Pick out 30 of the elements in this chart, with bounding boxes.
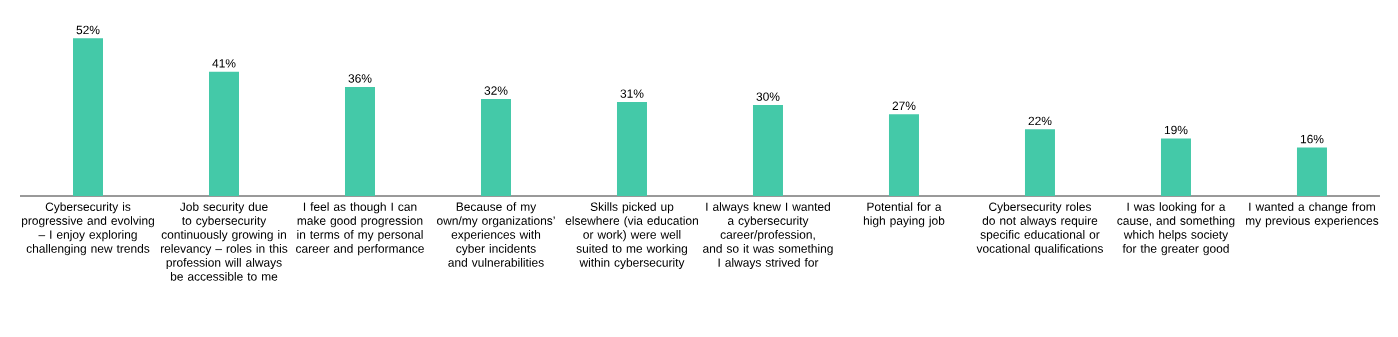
data-label: 31% — [620, 89, 644, 98]
bar — [1160, 138, 1191, 196]
x-tick-label: Because of my own/my organizations’ experiences with cyber incidents and vulnerabilities — [437, 202, 555, 267]
data-label: 41% — [212, 59, 236, 68]
data-label: 19% — [1164, 125, 1188, 135]
x-tick-label: Job security due to cybersecurity continuously growing in relevancy – roles in this profession will always be accessible to me — [161, 202, 288, 281]
bar — [480, 99, 511, 196]
data-label: 32% — [484, 86, 508, 95]
x-tick-label: I was looking for a cause, and something which helps society for the greater good — [1117, 202, 1235, 256]
bar — [1024, 129, 1055, 196]
x-tick-label: I wanted a change from my previous experiences — [1245, 202, 1379, 228]
x-tick-label: Cybersecurity is progressive and evolving – I enjoy exploring challenging new trends — [21, 202, 154, 256]
x-tick-label: Skills picked up elsewhere (via education or work) were well suited to me working within cybersecurity — [565, 202, 698, 270]
bar — [1296, 147, 1327, 196]
data-label: 16% — [1300, 134, 1324, 144]
bar — [616, 102, 647, 196]
bar — [73, 38, 103, 196]
bar — [888, 114, 919, 196]
data-label: 52% — [76, 25, 100, 35]
bar — [344, 86, 375, 196]
data-label: 27% — [892, 101, 916, 110]
bar — [209, 71, 239, 196]
x-tick-label: I always knew I wanted a cybersecurity career/profession, and so it was something I always strived for — [703, 202, 833, 270]
x-tick-label: Potential for a high paying job — [863, 202, 945, 228]
data-label: 36% — [348, 74, 372, 83]
data-label: 30% — [756, 92, 780, 101]
x-tick-label: Cybersecurity roles do not always require specific educational or vocational qualifications — [976, 202, 1103, 256]
x-tick-label: I feel as though I can make good progression in terms of my personal career and performance — [296, 202, 424, 256]
bar — [752, 105, 783, 196]
data-label: 22% — [1028, 116, 1052, 126]
